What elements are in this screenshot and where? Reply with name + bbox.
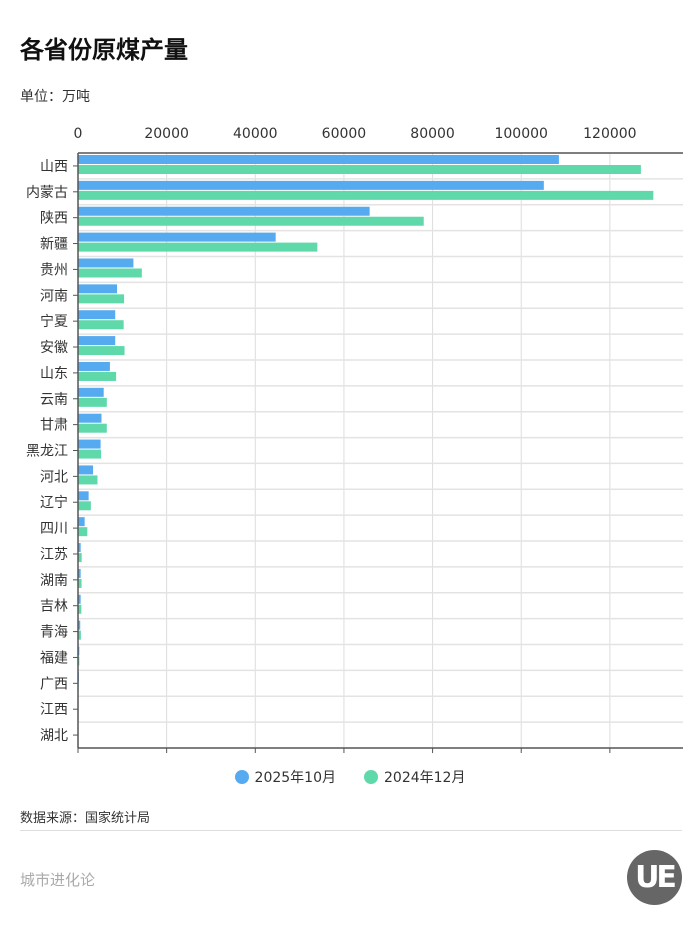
bar-2024-12 [78,190,654,200]
x-tick-label: 40000 [233,126,278,142]
x-tick-label: 100000 [494,126,547,142]
unit-label: 单位：万吨 [20,89,90,105]
x-tick-label: 120000 [583,126,636,142]
legend-label: 2025年10月 [254,770,336,786]
y-category-label: 辽宁 [40,494,68,511]
bar-2025-10 [78,413,102,423]
bar-2025-10 [78,155,559,164]
bar-2025-10 [78,336,116,346]
bar-2024-12 [78,165,641,174]
y-category-label: 河南 [40,288,68,304]
bar-2024-12 [78,216,424,226]
bar-2024-12 [78,423,107,433]
bar-2025-10 [78,517,85,527]
bar-2025-10 [78,620,81,630]
y-category-label: 云南 [40,392,68,408]
bar-2024-12 [78,449,102,459]
bar-2024-12 [78,268,142,278]
y-category-label: 新疆 [40,237,68,253]
y-category-label: 河北 [40,469,68,485]
data-source: 数据来源：国家统计局 [20,811,151,826]
y-category-label: 广西 [40,676,68,692]
y-category-label: 山西 [40,159,68,175]
bar-2025-10 [78,180,544,190]
bar-2024-12 [78,578,82,588]
y-category-label: 江西 [40,702,68,718]
y-category-label: 贵州 [40,262,68,278]
legend: 2025年10月 2024年12月 [0,767,700,787]
bar-2025-10 [78,568,81,578]
y-category-label: 陕西 [40,211,68,227]
legend-dot-icon [234,770,249,784]
bar-2024-12 [78,501,91,511]
divider [20,830,682,831]
y-category-label: 湖北 [40,728,68,744]
bar-2024-12 [78,242,318,252]
bar-2025-10 [78,594,81,604]
bar-2025-10 [78,491,89,501]
legend-dot-icon [364,770,378,784]
bar-2024-12 [78,553,82,563]
y-category-label: 内蒙古 [26,185,68,201]
bar-2024-12 [78,604,82,614]
bar-2024-12 [78,346,125,356]
bar-2024-12 [78,397,107,407]
brand-logo: UE [627,850,682,905]
chart-title: 各省份原煤产量 [20,36,188,64]
bar-2025-10 [78,465,94,475]
bar-2025-10 [78,387,104,397]
legend-label: 2024年12月 [384,770,466,786]
y-category-label: 青海 [40,625,68,641]
bar-chart: 0 20000 40000 60000 80000 100000 120000 山西内蒙古陕西… [26,126,683,753]
y-category-label: 甘肃 [40,418,68,434]
bar-2024-12 [78,371,117,381]
bar-2024-12 [78,475,98,485]
x-tick-label: 0 [74,126,83,142]
bar-2025-10 [78,361,110,371]
legend-item-2025-10[interactable]: 2025年10月 [234,767,336,787]
bar-2025-10 [78,206,370,216]
bar-2025-10 [78,284,118,294]
legend-item-2024-12[interactable]: 2024年12月 [364,767,465,787]
brand-name: 城市进化论 [20,871,96,889]
bar-2024-12 [78,294,125,304]
y-category-label: 安徽 [40,340,68,356]
bar-2024-12 [78,320,124,330]
bar-2025-10 [78,310,116,320]
y-category-label: 吉林 [40,599,68,615]
bar-2024-12 [78,527,88,537]
x-tick-label: 20000 [144,126,189,142]
bar-2025-10 [78,258,134,268]
y-category-label: 四川 [40,521,68,537]
bar-2025-10 [78,439,101,449]
bar-2025-10 [78,543,81,553]
y-category-label: 宁夏 [40,313,68,330]
y-category-label: 黑龙江 [26,444,68,460]
y-category-label: 福建 [40,650,68,666]
y-category-label: 湖南 [40,573,68,589]
x-tick-label: 80000 [410,126,455,142]
bar-2024-12 [78,630,81,640]
bar-2025-10 [78,232,276,242]
y-category-label: 山东 [40,366,68,382]
x-tick-label: 60000 [322,126,367,142]
y-category-label: 江苏 [40,547,68,563]
